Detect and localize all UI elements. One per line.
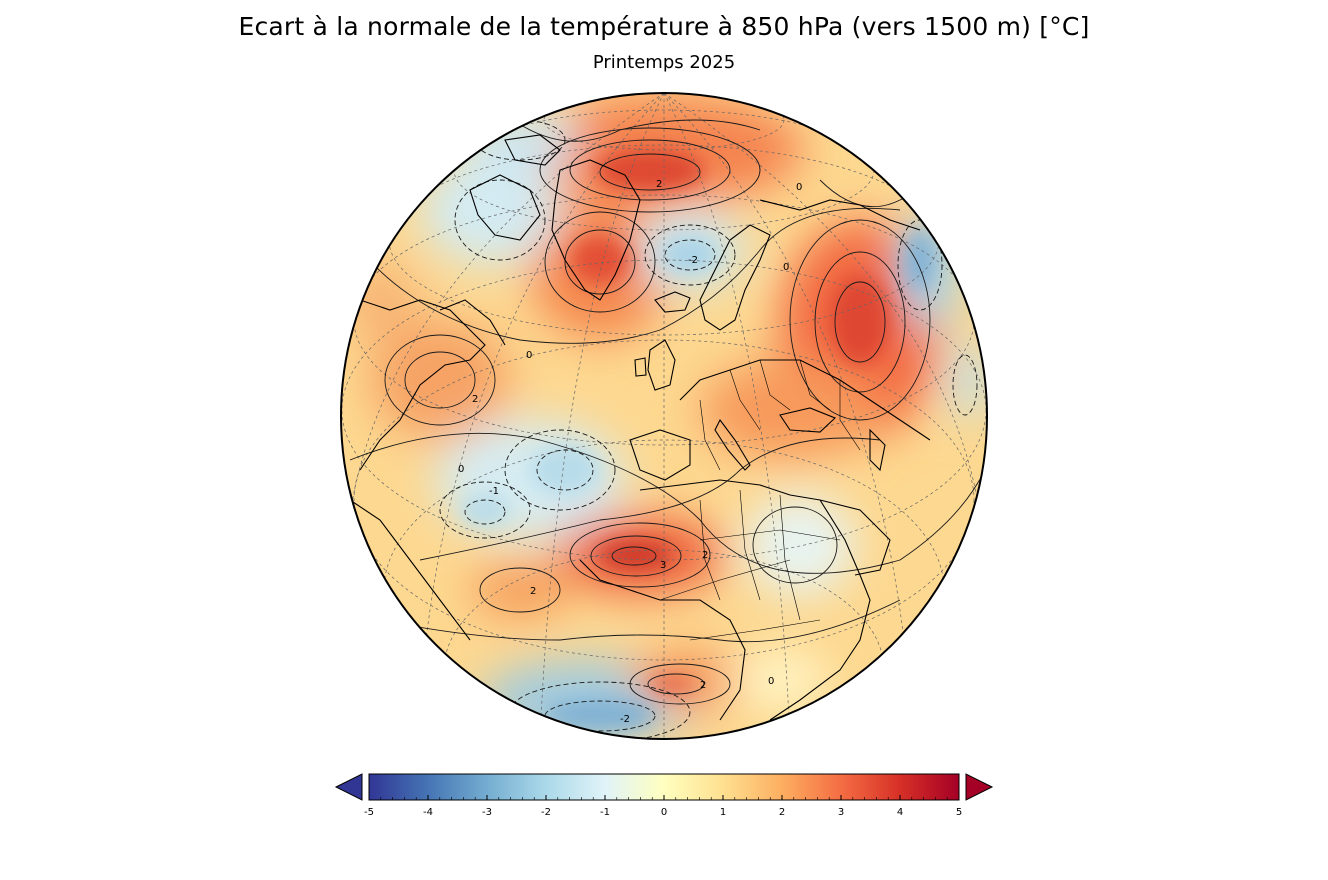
anomaly-cores: [460, 148, 934, 730]
colorbar-ticks: -5 -4 -3 -2 -1 0 1 2 3 4 5: [364, 795, 962, 818]
contour-lines: [349, 109, 986, 705]
contour-label: 0: [768, 676, 774, 687]
colorbar-tick-label: -4: [423, 807, 433, 818]
colorbar-tick-label: -2: [541, 807, 551, 818]
colorbar-tick-label: -5: [364, 807, 374, 818]
contour-label: -2: [620, 714, 630, 725]
contour-label: 2: [702, 550, 708, 561]
globe-interior: 2 -2 0 2 0 -1 0 2 3 2 2 0 -2 0: [341, 93, 987, 739]
contour-label: -2: [688, 255, 698, 266]
globe-outline: [340, 92, 988, 740]
colorbar-tick-label: 4: [897, 807, 903, 818]
contour-label: 2: [700, 680, 706, 691]
contour-label: 2: [530, 586, 536, 597]
colorbar-tick-label: 2: [779, 807, 785, 818]
colorbar-max-extension: [965, 773, 994, 801]
chart-title: Ecart à la normale de la température à 8…: [238, 12, 1090, 41]
borders: [659, 359, 861, 641]
colorbar-min-extension: [334, 773, 363, 801]
chart-subtitle: Printemps 2025: [592, 52, 736, 73]
contour-label: 0: [458, 464, 464, 475]
contour-label: 2: [472, 394, 478, 405]
contour-label: 0: [796, 182, 802, 193]
contour-label: 2: [656, 179, 662, 190]
colorbar-tick-label: 0: [661, 807, 667, 818]
contour-label: -1: [489, 486, 499, 497]
colorbar-tick-label: 3: [838, 807, 844, 818]
contour-label-group: 2 -2 0 2 0 -1 0 2 3 2 2 0 -2 0: [458, 179, 802, 725]
contour-label: 3: [660, 560, 666, 571]
colorbar-tick-label: 1: [720, 807, 726, 818]
colorbar-tick-label: 5: [956, 807, 962, 818]
colorbar-tick-label: -3: [482, 807, 492, 818]
contour-label: 0: [526, 350, 532, 361]
colorbar-tick-label: -1: [600, 807, 610, 818]
contour-label: 0: [783, 262, 789, 273]
